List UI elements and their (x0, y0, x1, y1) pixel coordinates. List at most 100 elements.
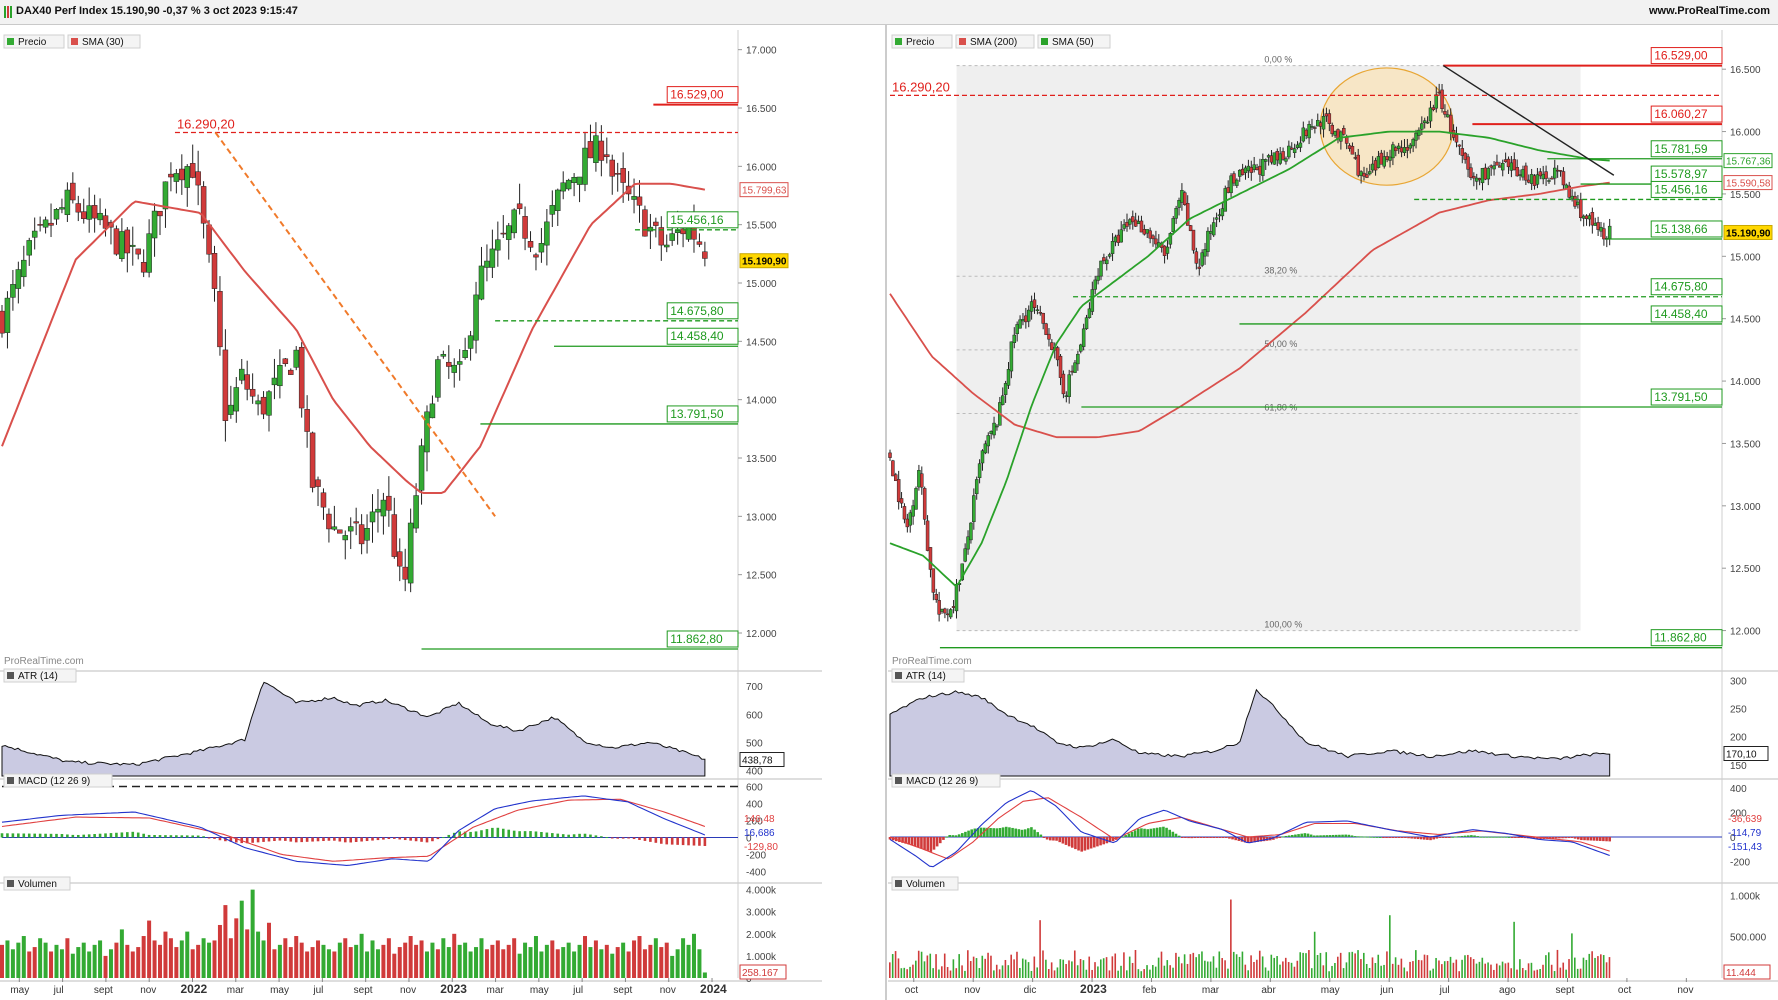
macd-histogram-bar (970, 829, 974, 837)
volume-bar (1325, 952, 1328, 978)
macd-histogram-bar (104, 833, 107, 838)
site-link[interactable]: www.ProRealTime.com (1648, 5, 1770, 17)
macd-histogram-bar (1256, 836, 1259, 842)
volume-bar (1166, 960, 1169, 978)
macd-histogram-bar (665, 837, 669, 845)
legend-chip[interactable] (1037, 34, 1111, 49)
candle-body (489, 248, 496, 268)
legend-chip[interactable] (891, 876, 959, 891)
candle-body (1396, 145, 1401, 149)
volume-bar (446, 947, 451, 978)
volume-bar (1227, 968, 1229, 978)
legend-chip[interactable] (3, 773, 113, 788)
candle-body (1087, 308, 1092, 318)
macd-histogram-bar (1306, 833, 1310, 837)
volume-bar (158, 944, 163, 978)
volume-bar (119, 929, 124, 978)
volume-bar (1232, 951, 1235, 978)
candle-body (21, 259, 27, 278)
candle-body (456, 361, 463, 365)
legend-chip[interactable] (891, 34, 953, 49)
macd-histogram-bar (1102, 836, 1106, 845)
candle-body (946, 613, 950, 616)
candle-body (1258, 165, 1262, 175)
volume-bar (1024, 959, 1027, 978)
candle-body (1252, 164, 1256, 170)
time-tick-label: nov (140, 985, 156, 996)
macd-histogram-bar (1448, 836, 1451, 838)
legend-chip[interactable] (891, 668, 965, 683)
volume-bar (1123, 952, 1125, 978)
macd-histogram-bar (1099, 836, 1102, 846)
candle-body (1197, 266, 1202, 269)
candle-body (1287, 145, 1291, 158)
macd-histogram-bar (698, 837, 701, 846)
macd-histogram-bar (169, 835, 173, 838)
volume-bar (397, 947, 402, 978)
price-tick-label: 15.000 (1730, 252, 1761, 263)
level-label-box (666, 302, 739, 320)
legend-chip[interactable] (3, 876, 71, 891)
candle-body (636, 196, 643, 206)
volume-bar (43, 942, 48, 978)
candle-body (587, 141, 594, 159)
volume-bar (1571, 933, 1573, 978)
candle-body (1076, 353, 1080, 365)
macd-histogram-bar (957, 834, 961, 837)
legend-chip[interactable] (955, 34, 1035, 49)
macd-histogram-bar (398, 837, 402, 840)
candle-body (1506, 158, 1511, 168)
volume-bar (375, 949, 380, 978)
macd-histogram-bar (436, 837, 440, 840)
indicator-tick-label: 200 (1730, 733, 1747, 744)
chart-area[interactable]: 17.000 16.500 16.000 15.500 15.000 14.500 14.0… (0, 25, 1778, 1000)
candle-body (375, 508, 381, 513)
macd-histogram-bar (213, 837, 216, 839)
candle-body (478, 265, 485, 300)
macd-histogram-bar (1064, 836, 1068, 845)
candle-body (1544, 171, 1548, 179)
macd-histogram-bar (109, 833, 113, 838)
candle-body (995, 425, 999, 428)
candle-body (1515, 167, 1519, 177)
macd-histogram-bar (1598, 836, 1602, 841)
volume-bar (1258, 950, 1261, 978)
volume-bar (479, 938, 484, 978)
volume-bar (1007, 965, 1010, 978)
legend-chip[interactable] (891, 773, 1001, 788)
candle-body (1229, 175, 1233, 194)
macd-histogram-bar (327, 837, 331, 841)
volume-bar (152, 940, 157, 978)
candle-body (658, 227, 665, 246)
volume-value-box (739, 964, 787, 980)
volume-bar (949, 970, 952, 978)
volume-bar (1047, 969, 1050, 978)
legend-chip[interactable] (67, 34, 141, 49)
volume-bar (261, 940, 266, 978)
atr-value-box (739, 752, 785, 768)
candle-body (1061, 373, 1066, 395)
volume-bar (1588, 953, 1591, 978)
candle-body (26, 240, 32, 256)
macd-histogram-bar (567, 834, 570, 838)
candle-body (1035, 309, 1040, 311)
volume-bar (517, 953, 522, 978)
volume-bar (1172, 967, 1174, 978)
title-bar: DAX40 Perf Index 15.190,90 -0,37 % 3 oct… (0, 0, 1778, 25)
candle-body (1206, 230, 1210, 252)
volume-bar (1094, 962, 1096, 978)
legend-chip[interactable] (3, 34, 65, 49)
volume-bar (1071, 961, 1073, 978)
candle-body (70, 182, 76, 201)
time-tick-label: oct (905, 985, 919, 996)
legend-chip[interactable] (3, 668, 77, 683)
volume-bar (1010, 954, 1012, 978)
volume-bar (686, 944, 691, 978)
macd-histogram-bar (1202, 836, 1206, 838)
candle-body (1440, 89, 1444, 109)
volume-bar (332, 951, 337, 978)
volume-bar (1521, 968, 1524, 978)
macd-histogram-bar (1180, 836, 1184, 838)
volume-bar (196, 944, 201, 978)
volume-bar (326, 949, 331, 978)
